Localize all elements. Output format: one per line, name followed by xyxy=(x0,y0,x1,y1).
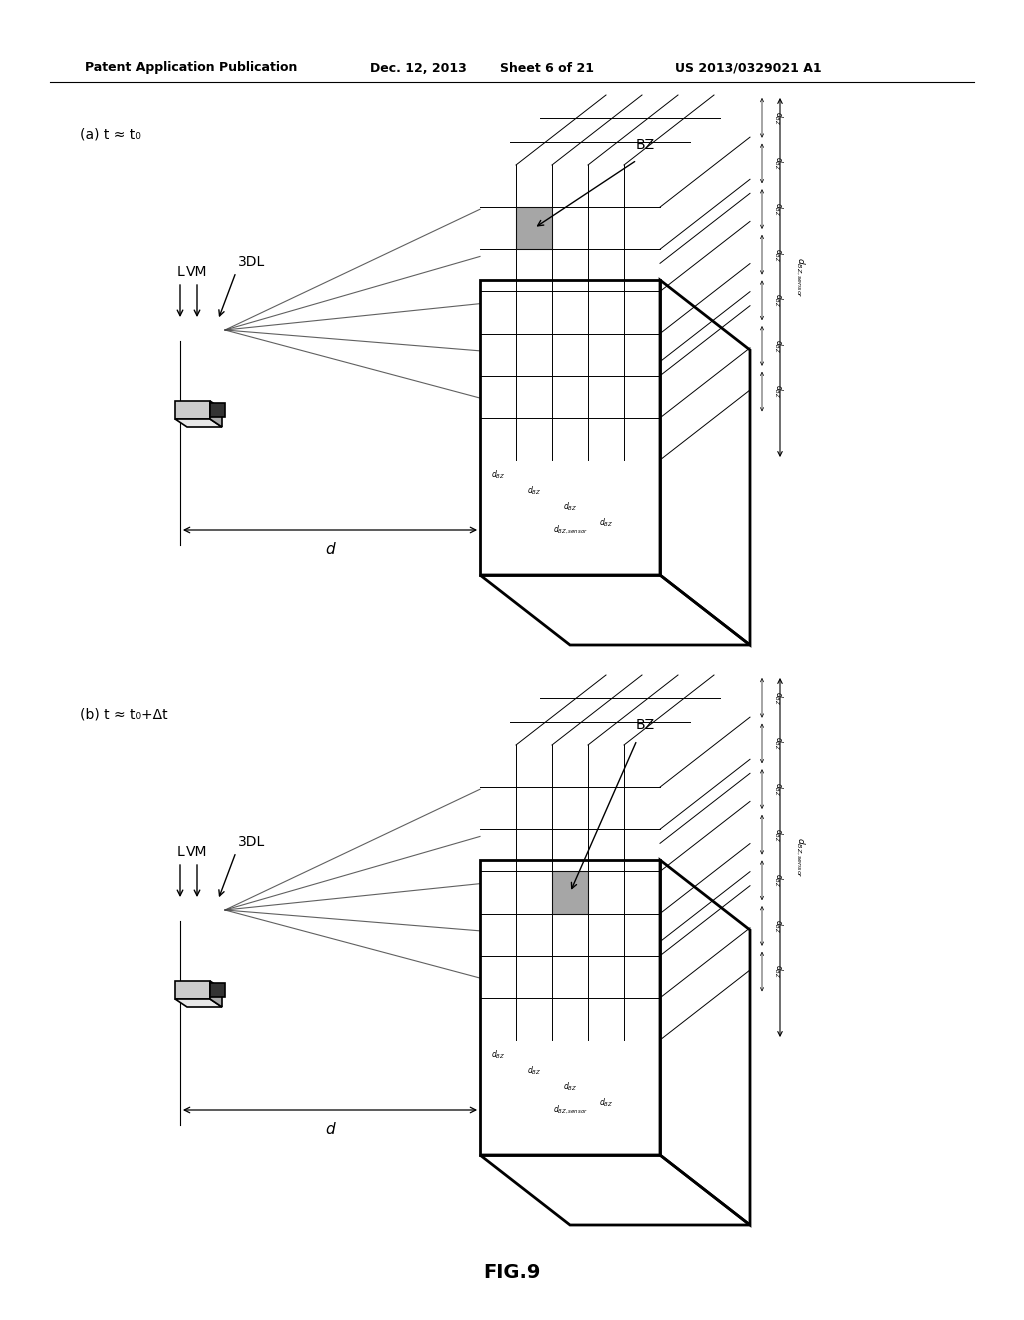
Text: $d_{BZ}$: $d_{BZ}$ xyxy=(772,690,784,705)
Text: Patent Application Publication: Patent Application Publication xyxy=(85,62,297,74)
Text: $d_{BZ}$: $d_{BZ}$ xyxy=(599,1097,613,1109)
Text: 3DL: 3DL xyxy=(238,836,265,849)
Text: (a) t ≈ t₀: (a) t ≈ t₀ xyxy=(80,128,140,143)
Text: Sheet 6 of 21: Sheet 6 of 21 xyxy=(500,62,594,74)
Text: 3DL: 3DL xyxy=(238,255,265,269)
Text: Dec. 12, 2013: Dec. 12, 2013 xyxy=(370,62,467,74)
Polygon shape xyxy=(175,401,210,418)
Polygon shape xyxy=(210,981,222,1007)
Bar xyxy=(516,207,552,249)
Text: $d_{BZ}$: $d_{BZ}$ xyxy=(772,965,784,978)
Bar xyxy=(552,871,588,913)
Text: $d_{BZ}$: $d_{BZ}$ xyxy=(772,873,784,887)
Text: $d_{BZ}$: $d_{BZ}$ xyxy=(772,248,784,261)
Text: $d_{BZ}$: $d_{BZ}$ xyxy=(772,828,784,842)
Text: $d_{BZ}$: $d_{BZ}$ xyxy=(772,339,784,352)
Text: $d_{BZ}$: $d_{BZ}$ xyxy=(599,516,613,529)
Text: $d_{BZ}$: $d_{BZ}$ xyxy=(772,156,784,170)
Polygon shape xyxy=(175,418,222,426)
Text: US 2013/0329021 A1: US 2013/0329021 A1 xyxy=(675,62,821,74)
Polygon shape xyxy=(210,403,225,417)
Text: $d_{BZ}$: $d_{BZ}$ xyxy=(772,111,784,125)
Polygon shape xyxy=(210,401,222,426)
Text: $d_{BZ}$: $d_{BZ}$ xyxy=(490,1049,505,1061)
Text: L: L xyxy=(176,845,184,859)
Text: $d_{BZ,sensor}$: $d_{BZ,sensor}$ xyxy=(794,257,806,298)
Polygon shape xyxy=(210,983,225,997)
Text: VM: VM xyxy=(186,265,208,279)
Text: $d_{BZ}$: $d_{BZ}$ xyxy=(772,737,784,751)
Text: $d_{BZ,sensor}$: $d_{BZ,sensor}$ xyxy=(794,837,806,878)
Text: $d_{BZ}$: $d_{BZ}$ xyxy=(772,919,784,933)
Text: d: d xyxy=(326,543,335,557)
Text: $d_{BZ,sensor}$: $d_{BZ,sensor}$ xyxy=(553,1104,588,1117)
Text: L: L xyxy=(176,265,184,279)
Text: BZ: BZ xyxy=(636,139,654,152)
Text: $d_{BZ}$: $d_{BZ}$ xyxy=(490,469,505,482)
Text: $d_{BZ}$: $d_{BZ}$ xyxy=(772,781,784,796)
Text: $d_{BZ}$: $d_{BZ}$ xyxy=(527,484,541,498)
Polygon shape xyxy=(175,999,222,1007)
Text: $d_{BZ}$: $d_{BZ}$ xyxy=(772,293,784,308)
Text: $d_{BZ}$: $d_{BZ}$ xyxy=(563,1081,578,1093)
Text: $d_{BZ}$: $d_{BZ}$ xyxy=(527,1065,541,1077)
Text: (b) t ≈ t₀+Δt: (b) t ≈ t₀+Δt xyxy=(80,708,168,722)
Text: $d_{BZ}$: $d_{BZ}$ xyxy=(772,202,784,216)
Text: $d_{BZ}$: $d_{BZ}$ xyxy=(772,384,784,399)
Text: $d_{BZ}$: $d_{BZ}$ xyxy=(563,500,578,513)
Text: $d_{BZ,sensor}$: $d_{BZ,sensor}$ xyxy=(553,524,588,536)
Polygon shape xyxy=(175,981,210,999)
Text: BZ: BZ xyxy=(636,718,654,733)
Text: d: d xyxy=(326,1122,335,1138)
Text: FIG.9: FIG.9 xyxy=(483,1262,541,1282)
Text: VM: VM xyxy=(186,845,208,859)
